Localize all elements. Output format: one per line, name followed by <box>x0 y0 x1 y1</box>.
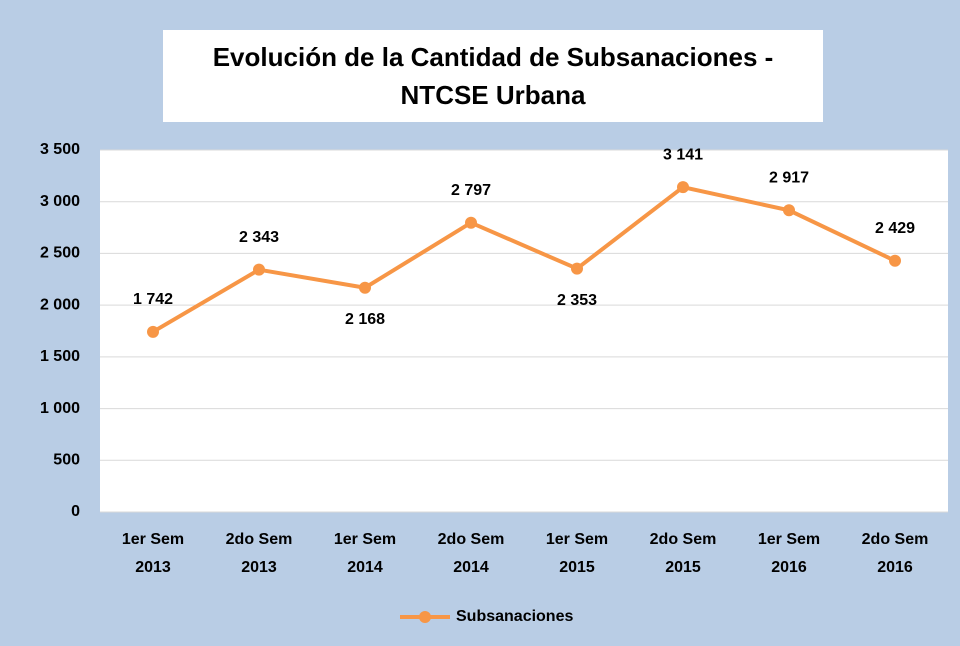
y-tick-label: 2 500 <box>40 245 80 262</box>
line <box>151 184 896 334</box>
x-tick-label: 1er Sem 2016 <box>758 531 820 576</box>
marker <box>147 325 159 338</box>
data-label: 1 742 <box>133 291 173 308</box>
x-tick-label: 1er Sem 2014 <box>334 531 396 576</box>
marker <box>783 204 795 217</box>
data-label: 2 353 <box>557 292 597 309</box>
data-label: 2 343 <box>239 229 279 246</box>
marker <box>359 281 371 294</box>
marker <box>677 181 689 194</box>
plot-area <box>100 150 948 512</box>
data-label: 2 429 <box>875 220 915 237</box>
x-tick-label: 1er Sem 2013 <box>122 531 184 576</box>
y-tick-label: 1 000 <box>40 400 80 417</box>
title-box: Evolución de la Cantidad de Subsanacione… <box>163 30 823 122</box>
y-tick-label: 1 500 <box>40 348 80 365</box>
x-tick-label: 2do Sem 2015 <box>650 531 717 576</box>
data-label: 2 797 <box>451 182 491 199</box>
y-tick-label: 3 500 <box>40 141 80 158</box>
legend-marker <box>419 611 431 623</box>
x-tick-label: 2do Sem 2014 <box>438 531 505 576</box>
data-label: 2 168 <box>345 311 385 328</box>
x-tick-label: 2do Sem 2013 <box>226 531 293 576</box>
x-tick-label: 1er Sem 2015 <box>546 531 608 576</box>
data-label: 2 917 <box>769 170 809 187</box>
chart-title: Evolución de la Cantidad de Subsanacione… <box>212 42 774 110</box>
y-tick-label: 500 <box>53 452 80 469</box>
marker <box>465 216 477 229</box>
data-label: 3 141 <box>663 146 703 163</box>
marker <box>571 262 583 275</box>
marker <box>253 263 265 276</box>
legend-label: Subsanaciones <box>456 608 573 625</box>
y-tick-label: 2 000 <box>40 296 80 313</box>
y-tick-label: 0 <box>71 503 80 520</box>
y-tick-label: 3 000 <box>40 193 80 210</box>
marker <box>889 254 901 267</box>
x-tick-label: 2do Sem 2016 <box>862 531 929 576</box>
